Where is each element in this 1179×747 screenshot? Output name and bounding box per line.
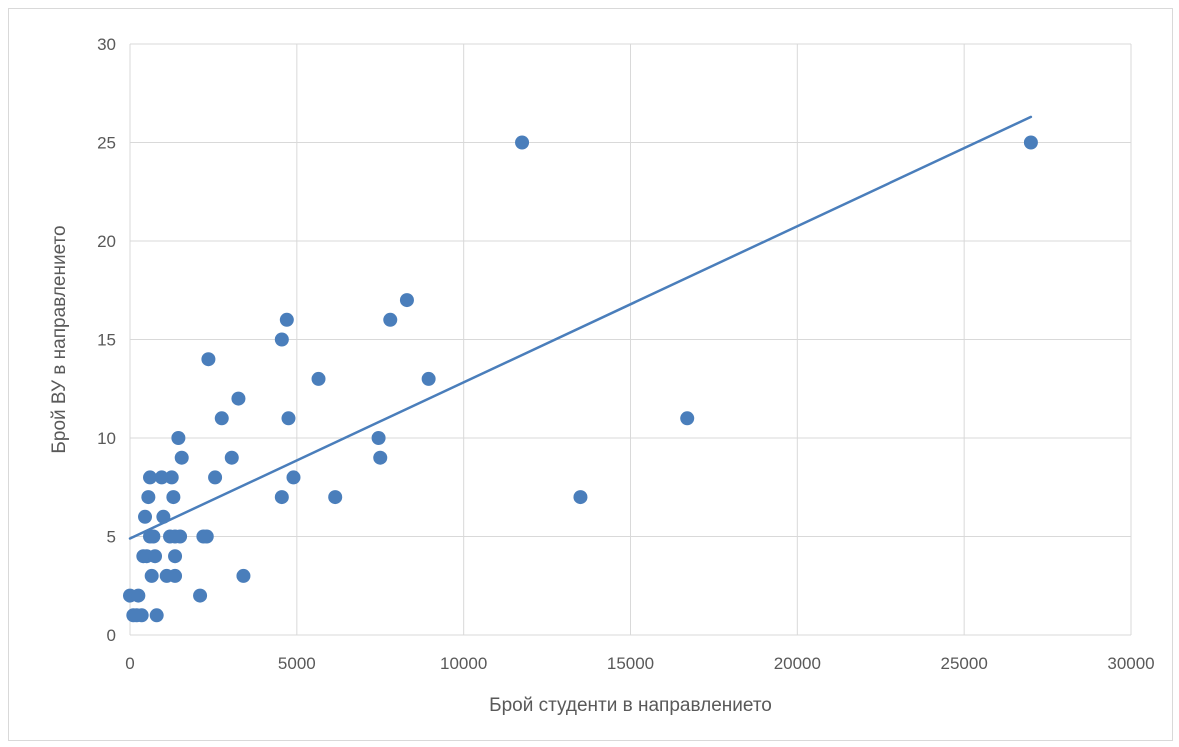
scatter-point xyxy=(274,332,289,347)
scatter-point xyxy=(279,312,294,327)
trendline-layer xyxy=(128,115,1033,540)
scatter-point xyxy=(149,608,164,623)
scatter-point xyxy=(193,588,208,603)
scatter-point xyxy=(236,568,251,583)
chart-container: 0 5 10 15 20 25 30 0 5000 10000 15000 20000 25000 300… xyxy=(8,8,1173,741)
scatter-point xyxy=(164,470,179,485)
scatter-point xyxy=(231,391,246,406)
scatter-point xyxy=(146,529,161,544)
scatter-point xyxy=(208,470,223,485)
scatter-point xyxy=(171,431,186,445)
scatter-point xyxy=(274,490,289,505)
y-axis-title: Брой ВУ в направлението xyxy=(49,225,70,453)
scatter-point xyxy=(224,450,239,465)
gridlines xyxy=(129,43,1132,636)
y-tick-label: 15 xyxy=(97,331,116,350)
scatter-point xyxy=(173,529,188,544)
scatter-point xyxy=(573,490,588,505)
tick-labels: 0 5 10 15 20 25 30 0 5000 10000 15000 20000 25000 300… xyxy=(97,35,1155,673)
scatter-point xyxy=(383,312,398,327)
scatter-point xyxy=(134,608,149,623)
scatter-point xyxy=(515,135,530,150)
data-points xyxy=(123,135,1038,623)
scatter-point xyxy=(371,431,386,445)
x-tick-label: 25000 xyxy=(941,654,988,673)
trendline xyxy=(128,115,1033,540)
y-tick-label: 5 xyxy=(107,528,116,547)
y-tick-label: 10 xyxy=(97,429,116,448)
y-tick-label: 20 xyxy=(97,232,116,251)
scatter-point xyxy=(373,450,388,465)
x-tick-label: 15000 xyxy=(607,654,654,673)
scatter-chart: 0 5 10 15 20 25 30 0 5000 10000 15000 20000 25000 300… xyxy=(49,35,1155,716)
x-axis-title: Брой студенти в направлението xyxy=(489,695,772,716)
scatter-point xyxy=(201,352,216,367)
y-tick-label: 0 xyxy=(107,626,116,645)
y-tick-label: 30 xyxy=(97,35,116,54)
scatter-point xyxy=(1023,135,1038,150)
scatter-point xyxy=(214,411,229,426)
y-tick-label: 25 xyxy=(97,134,116,153)
scatter-point xyxy=(156,509,171,524)
scatter-point xyxy=(199,529,214,544)
scatter-point xyxy=(148,549,163,564)
x-tick-label: 5000 xyxy=(278,654,316,673)
scatter-point xyxy=(174,450,189,465)
scatter-point xyxy=(421,371,436,386)
scatter-point xyxy=(144,568,159,583)
scatter-point xyxy=(138,509,153,524)
scatter-point xyxy=(328,490,343,505)
scatter-point xyxy=(168,549,183,564)
scatter-point xyxy=(141,490,156,505)
x-tick-label: 0 xyxy=(125,654,134,673)
scatter-point xyxy=(281,411,296,426)
scatter-point xyxy=(166,490,181,505)
x-tick-label: 30000 xyxy=(1107,654,1154,673)
scatter-point xyxy=(131,588,146,603)
x-tick-label: 10000 xyxy=(440,654,487,673)
scatter-point xyxy=(154,470,169,485)
scatter-point xyxy=(680,411,695,426)
scatter-point xyxy=(143,470,158,485)
x-tick-label: 20000 xyxy=(774,654,821,673)
scatter-point xyxy=(399,293,414,308)
scatter-point xyxy=(311,371,326,386)
scatter-point xyxy=(168,568,183,583)
scatter-point xyxy=(286,470,301,485)
